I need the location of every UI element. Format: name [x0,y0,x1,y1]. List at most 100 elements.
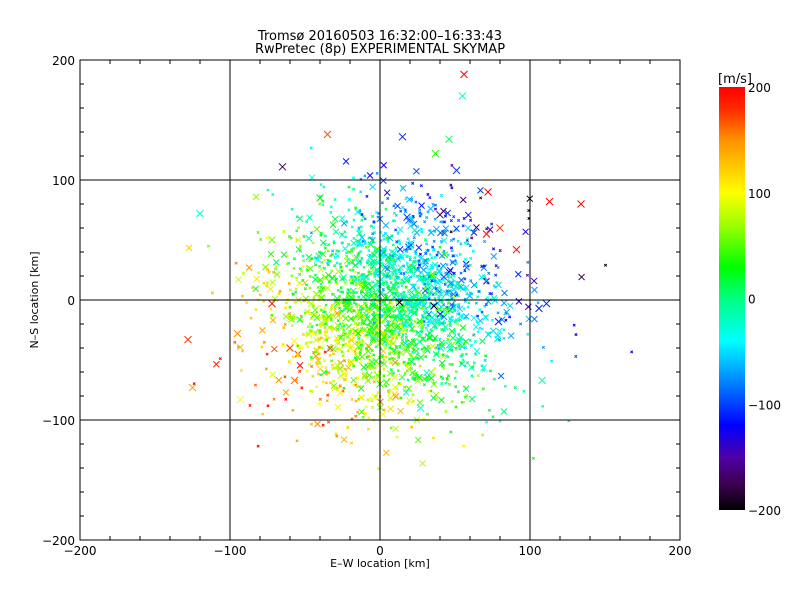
data-point [325,323,333,331]
data-point [389,301,393,305]
data-point [426,277,430,281]
data-point [296,362,304,369]
data-point [349,249,353,253]
data-point [372,300,376,305]
data-point [284,397,288,401]
data-point [442,249,446,254]
data-point [346,292,350,296]
data-point [340,269,344,273]
data-point [430,256,434,260]
colorbar [719,87,745,510]
data-point [376,215,380,219]
data-point [367,270,371,274]
data-point [359,343,363,347]
data-point [466,292,474,300]
data-point [515,297,523,305]
data-point [430,271,437,279]
data-point [313,225,321,233]
data-point [412,348,416,352]
data-point [372,375,376,379]
data-point [317,316,322,320]
data-point [445,268,453,276]
data-point [471,365,475,369]
data-point [424,251,428,256]
data-point [259,237,263,241]
data-point [406,196,413,203]
data-point [353,275,357,279]
data-point [394,228,398,232]
data-point [481,433,485,437]
data-point [391,390,399,398]
data-point [439,314,443,318]
data-point [412,273,416,277]
data-point [284,306,288,310]
data-point [306,265,314,273]
data-point [373,370,377,374]
data-point [447,337,451,341]
data-point [456,294,460,298]
data-point [319,282,323,286]
data-point [494,317,503,326]
data-point [363,327,367,331]
data-point [376,287,380,291]
data-point [309,355,313,359]
data-point [303,308,311,316]
data-point [337,295,342,299]
data-point [373,281,380,289]
data-point [295,229,299,233]
data-point [330,269,334,273]
data-point [404,197,408,201]
data-point [545,197,554,206]
data-point [329,306,334,310]
data-point [353,356,357,360]
data-point [406,378,410,382]
data-point [369,334,377,341]
data-point [376,273,380,277]
data-point [366,172,374,179]
data-point [302,258,306,263]
data-point [391,268,399,276]
data-point [407,222,415,230]
data-point [397,353,401,357]
data-point [424,326,428,330]
colorbar-tick-label: 100 [748,187,771,201]
data-point [357,295,361,299]
data-point [348,278,352,282]
data-point [290,274,294,278]
data-point [345,364,352,371]
data-point [326,249,330,253]
data-point [415,329,422,337]
data-point [439,262,447,270]
data-point [413,250,418,254]
data-point [335,249,339,253]
data-point [370,405,375,409]
data-point [343,359,347,363]
data-point [531,456,535,460]
data-point [421,287,429,295]
data-point [249,316,253,320]
data-point [278,162,287,171]
data-point [184,335,192,344]
data-point [404,285,408,289]
data-point [320,313,324,317]
data-point [359,348,363,352]
data-point [288,288,292,292]
data-point [383,189,391,197]
data-point [282,389,290,396]
data-point [366,379,370,383]
data-point [287,234,292,239]
data-point [357,385,365,392]
data-point [368,293,372,297]
data-point [322,306,327,311]
data-point [330,359,334,363]
data-point [359,308,363,312]
data-point [446,266,454,274]
data-point [450,399,454,403]
data-point [371,251,378,259]
data-point [462,400,466,404]
colorbar-label: [m/s] [718,72,752,87]
data-point [440,273,448,281]
data-point [444,409,448,414]
data-point [417,263,422,267]
data-point [466,305,470,309]
